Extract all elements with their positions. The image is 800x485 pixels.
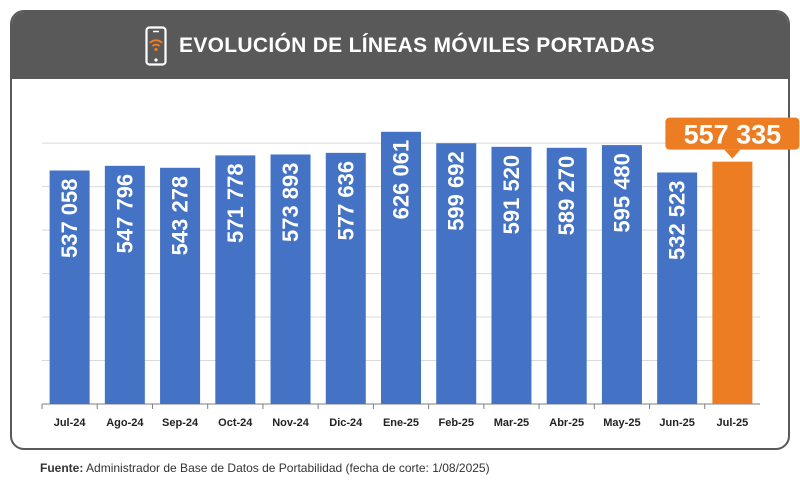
page-title: EVOLUCIÓN DE LÍNEAS MÓVILES PORTADAS (179, 33, 655, 57)
bar-nov-24 (270, 154, 311, 404)
bar-jun-25 (657, 172, 698, 404)
bar-jul-25 (712, 161, 753, 404)
data-label: 537 058 (57, 178, 82, 258)
x-tick-label: Ago-24 (106, 417, 144, 429)
x-tick-label: Nov-24 (272, 417, 310, 429)
data-label: 626 061 (389, 140, 414, 220)
data-label: 571 778 (223, 163, 248, 243)
x-tick-label: May-25 (603, 417, 640, 429)
chart-header: EVOLUCIÓN DE LÍNEAS MÓVILES PORTADAS (12, 12, 788, 79)
data-label: 591 520 (499, 155, 524, 235)
bar-sep-24 (160, 167, 201, 404)
x-tick-label: Mar-25 (494, 417, 529, 429)
data-label: 547 796 (112, 174, 137, 254)
bar-may-25 (601, 145, 642, 405)
callout-pointer (724, 149, 741, 159)
data-label: 595 480 (609, 153, 634, 233)
bar-jul-24 (49, 170, 90, 404)
bar-ago-24 (104, 165, 145, 404)
bar-oct-24 (215, 155, 256, 404)
x-tick-label: Sep-24 (162, 417, 199, 429)
data-label: 599 692 (444, 151, 469, 231)
bar-dic-24 (325, 152, 366, 404)
bar-feb-25 (436, 143, 477, 404)
callout-box (665, 117, 800, 150)
bar-abr-25 (546, 147, 587, 404)
data-label: 573 893 (278, 162, 303, 242)
data-label: 589 270 (554, 156, 579, 236)
data-label-highlight: 557 335 (684, 120, 782, 150)
source-text: Administrador de Base de Datos de Portab… (83, 461, 490, 475)
x-tick-label: Feb-25 (438, 417, 473, 429)
x-tick-label: Dic-24 (329, 417, 363, 429)
data-label: 532 523 (665, 180, 690, 260)
x-tick-label: Ene-25 (383, 417, 419, 429)
data-label: 543 278 (168, 176, 193, 256)
mobile-phone-signal-icon (145, 25, 167, 66)
x-tick-label: Jul-24 (54, 417, 87, 429)
x-tick-label: Jul-25 (716, 417, 748, 429)
source-label: Fuente: (40, 461, 84, 475)
source-footnote: Fuente: Administrador de Base de Datos d… (40, 461, 490, 475)
data-label: 577 636 (333, 161, 358, 241)
bar-mar-25 (491, 146, 532, 405)
x-tick-label: Jun-25 (659, 417, 694, 429)
x-tick-label: Abr-25 (549, 417, 584, 429)
bar-ene-25 (381, 131, 421, 404)
x-tick-label: Oct-24 (218, 417, 253, 429)
